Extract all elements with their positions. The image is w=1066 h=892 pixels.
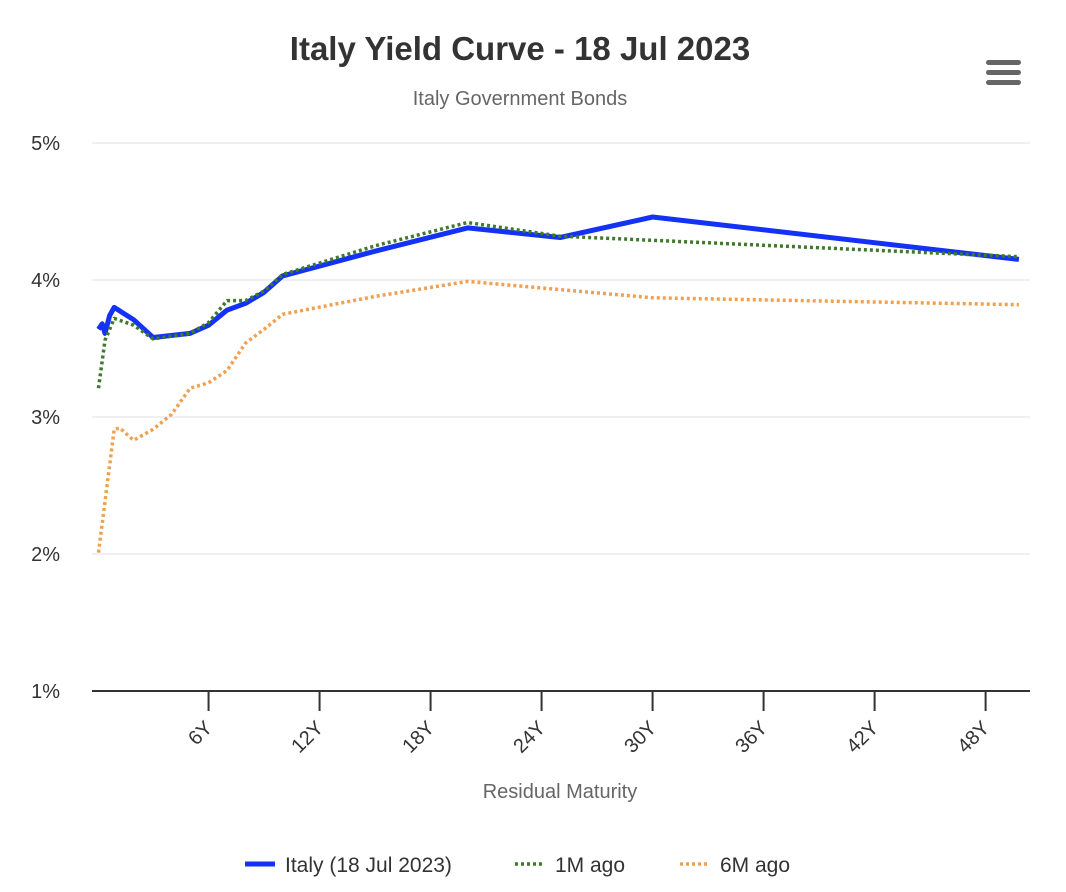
- x-tick-label: 6Y: [184, 717, 217, 750]
- x-tick-label: 12Y: [287, 717, 328, 758]
- x-tick-label: 48Y: [953, 717, 994, 758]
- x-tick-label: 36Y: [731, 717, 772, 758]
- menu-bar: [986, 60, 1021, 65]
- y-tick-label: 1%: [31, 681, 60, 703]
- y-tick-label: 2%: [31, 544, 60, 566]
- legend-item: Italy (18 Jul 2023): [245, 854, 452, 877]
- y-tick-label: 4%: [31, 270, 60, 292]
- x-tick-label: 30Y: [620, 717, 661, 758]
- x-tick-label: 42Y: [842, 717, 883, 758]
- y-tick-label: 5%: [31, 133, 60, 155]
- menu-bar: [986, 70, 1021, 75]
- x-tick-label: 18Y: [398, 717, 439, 758]
- legend-item: 1M ago: [515, 854, 625, 877]
- chart-subtitle: Italy Government Bonds: [413, 88, 628, 110]
- chart-title: Italy Yield Curve - 18 Jul 2023: [290, 30, 750, 67]
- series-line: [96, 214, 1020, 340]
- menu-bar: [986, 80, 1021, 85]
- menu-button[interactable]: [986, 60, 1021, 85]
- x-tick-label: 24Y: [509, 717, 550, 758]
- x-axis-title: Residual Maturity: [483, 781, 638, 803]
- legend-label: 1M ago: [555, 854, 625, 877]
- y-tick-label: 3%: [31, 407, 60, 429]
- legend-item: 6M ago: [680, 854, 790, 877]
- legend-label: 6M ago: [720, 854, 790, 877]
- legend-label: Italy (18 Jul 2023): [285, 854, 452, 877]
